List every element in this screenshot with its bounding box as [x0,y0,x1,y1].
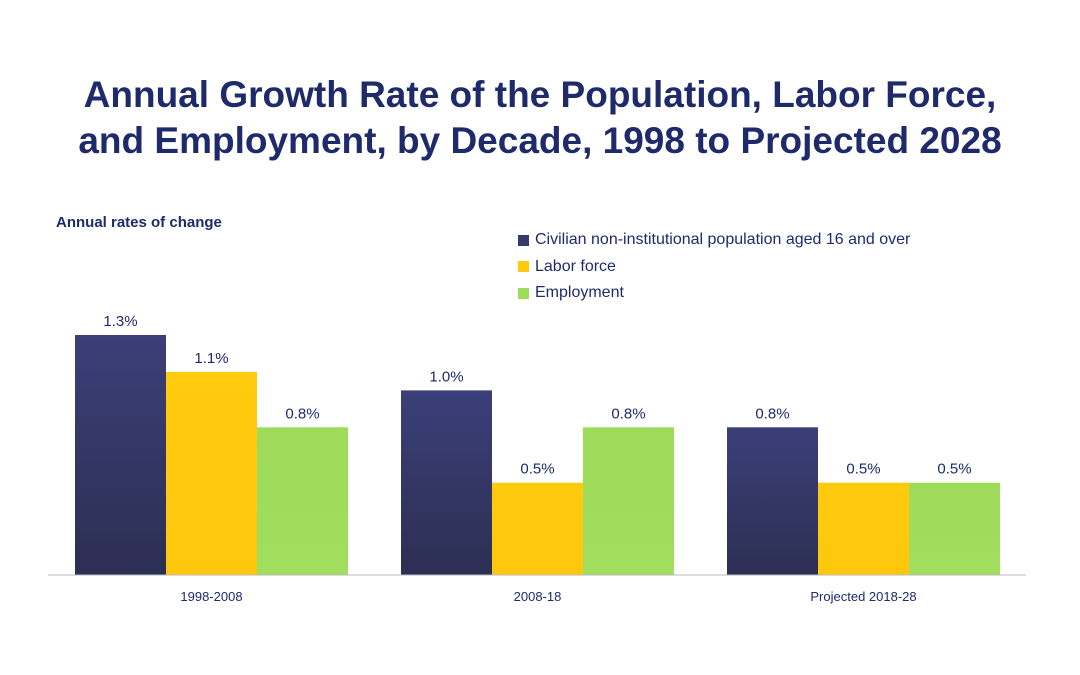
data-label-employment-1998-2008: 0.8% [285,405,319,422]
legend-swatch-population [518,234,529,246]
legend: Civilian non-institutional population ag… [518,227,910,307]
category-labels: 1998-2008 2008-18 Projected 2018-28 [180,589,916,604]
chart-title-line-1: Annual Growth Rate of the Population, La… [83,74,997,115]
data-label-employment-2008-18: 0.8% [611,405,645,422]
bar-population-2008-18 [401,390,492,575]
bar-population-2018-28 [727,427,818,575]
bar-labor-force-1998-2008 [166,371,257,575]
data-label-population-1998-2008: 1.3% [103,313,137,330]
category-label-2018-28: Projected 2018-28 [810,589,916,604]
chart-title: Annual Growth Rate of the Population, La… [0,72,1080,164]
legend-label-employment: Employment [535,284,624,302]
data-label-labor-force-2018-28: 0.5% [846,461,880,478]
legend-item-population: Civilian non-institutional population ag… [518,227,910,254]
data-label-population-2018-28: 0.8% [755,405,789,422]
legend-item-labor-force: Labor force [518,254,910,281]
bar-population-1998-2008 [75,335,166,575]
bar-employment-1998-2008 [257,427,348,575]
data-label-employment-2018-28: 0.5% [937,461,971,478]
legend-label-population: Civilian non-institutional population ag… [535,231,911,249]
bar-labor-force-2008-18 [492,482,583,575]
bars-group: 1.3% 1.1% 0.8% 1.0% 0.5% 0.8% 0.8% 0.5% 0.5% [75,313,1000,575]
legend-label-labor-force: Labor force [535,257,616,275]
bar-labor-force-2018-28 [818,482,909,575]
bar-employment-2008-18 [583,427,674,575]
legend-swatch-employment [518,287,529,299]
data-label-labor-force-2008-18: 0.5% [520,461,554,478]
data-label-population-2008-18: 1.0% [429,368,463,385]
category-label-2008-18: 2008-18 [514,589,562,604]
legend-swatch-labor-force [518,261,529,273]
y-axis-label: Annual rates of change [56,214,222,231]
legend-item-employment: Employment [518,280,910,307]
data-label-labor-force-1998-2008: 1.1% [194,350,228,367]
bar-employment-2018-28 [909,482,1000,575]
category-label-1998-2008: 1998-2008 [180,589,242,604]
chart-title-line-2: and Employment, by Decade, 1998 to Proje… [78,120,1002,161]
